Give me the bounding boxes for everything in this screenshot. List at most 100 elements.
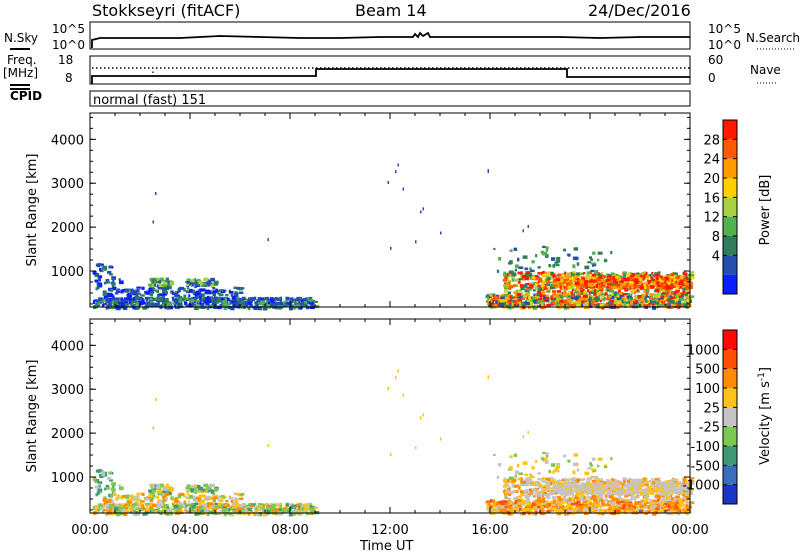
power-cell bbox=[165, 291, 168, 294]
power-cell bbox=[223, 302, 228, 305]
power-cell bbox=[541, 283, 544, 286]
power-cell bbox=[148, 284, 152, 287]
power-cell bbox=[677, 298, 679, 300]
power-cell bbox=[650, 285, 654, 288]
power-cell bbox=[548, 286, 550, 289]
power-cell bbox=[563, 292, 567, 296]
power-cell bbox=[676, 277, 681, 279]
power-cell bbox=[553, 295, 556, 298]
power-cell bbox=[535, 305, 537, 309]
power-cell bbox=[503, 273, 507, 276]
power-cell bbox=[533, 300, 536, 303]
power-cell bbox=[556, 264, 560, 266]
power-cell bbox=[624, 278, 627, 282]
power-cell bbox=[630, 291, 633, 294]
power-cell bbox=[546, 294, 550, 297]
power-cell bbox=[114, 297, 119, 300]
velocity-cell bbox=[130, 498, 134, 501]
power-cell bbox=[601, 295, 604, 298]
velocity-cell bbox=[107, 477, 111, 480]
power-cell bbox=[690, 276, 695, 279]
velocity-cell bbox=[487, 506, 489, 508]
power-cell bbox=[670, 276, 675, 279]
velocity-cell bbox=[166, 484, 169, 487]
velocity-cell bbox=[526, 498, 529, 502]
power-cell bbox=[494, 296, 496, 299]
velocity-cell bbox=[247, 508, 251, 511]
power-cell bbox=[583, 298, 588, 301]
colorbar-segment bbox=[723, 139, 737, 158]
velocity-cell bbox=[677, 504, 679, 506]
velocity-cell bbox=[513, 491, 517, 493]
velocity-cell bbox=[637, 496, 640, 498]
velocity-cell bbox=[567, 504, 571, 506]
velocity-cell bbox=[533, 495, 536, 497]
power-cell bbox=[225, 294, 228, 296]
power-cell bbox=[158, 287, 162, 289]
power-cell bbox=[174, 293, 178, 297]
power-cell bbox=[498, 257, 501, 260]
power-speck bbox=[415, 240, 417, 243]
power-cell bbox=[548, 264, 551, 267]
power-cell bbox=[491, 298, 494, 300]
velocity-cell bbox=[103, 498, 108, 502]
velocity-cell bbox=[191, 485, 194, 488]
velocity-cell bbox=[546, 504, 549, 506]
power-cell bbox=[133, 290, 138, 294]
power-cell bbox=[654, 272, 659, 274]
power-cell bbox=[201, 288, 206, 291]
velocity-cell bbox=[271, 509, 273, 511]
velocity-cell bbox=[225, 500, 228, 502]
colorbar-segment bbox=[723, 255, 737, 274]
power-cell bbox=[686, 276, 688, 279]
velocity-cell bbox=[598, 501, 600, 504]
colorbar-segment bbox=[723, 120, 737, 139]
power-cell bbox=[520, 284, 524, 287]
power-cell bbox=[157, 302, 159, 306]
power-cell bbox=[119, 278, 121, 280]
power-cell bbox=[591, 288, 593, 291]
power-cell bbox=[646, 292, 648, 296]
power-cell bbox=[640, 286, 644, 289]
velocity-cell bbox=[202, 489, 205, 491]
power-cell bbox=[560, 285, 562, 289]
power-cell bbox=[518, 266, 523, 269]
power-cell bbox=[185, 281, 190, 283]
power-cell bbox=[642, 273, 644, 275]
colorbar-tick-label: 16 bbox=[703, 191, 720, 206]
power-cell bbox=[591, 277, 595, 279]
velocity-cell bbox=[559, 506, 563, 509]
velocity-cell bbox=[286, 503, 289, 506]
velocity-cell bbox=[564, 478, 566, 481]
power-cell bbox=[680, 286, 683, 289]
power-cell bbox=[119, 280, 124, 284]
freq-left-tick-bottom: 8 bbox=[65, 71, 73, 85]
velocity-cell bbox=[107, 501, 112, 503]
power-cell bbox=[643, 304, 647, 306]
velocity-cell bbox=[97, 508, 100, 511]
power-cell bbox=[509, 260, 513, 264]
velocity-cell bbox=[130, 495, 133, 499]
velocity-cell bbox=[486, 502, 489, 504]
power-cell bbox=[662, 278, 665, 280]
velocity-cell bbox=[636, 480, 640, 483]
velocity-cell bbox=[276, 508, 279, 510]
power-cell bbox=[218, 293, 220, 295]
noise-left-tick-bottom: 10^0 bbox=[52, 38, 85, 52]
velocity-cell bbox=[270, 505, 274, 508]
velocity-cell bbox=[136, 493, 141, 495]
power-cell bbox=[172, 297, 175, 299]
power-cell bbox=[599, 276, 601, 279]
velocity-cell bbox=[198, 487, 203, 490]
power-cell bbox=[93, 300, 95, 304]
velocity-cell bbox=[520, 490, 524, 493]
velocity-cell bbox=[137, 503, 139, 506]
power-cell bbox=[517, 293, 521, 296]
power-cell bbox=[152, 279, 154, 283]
power-cell bbox=[581, 284, 583, 287]
power-cell bbox=[542, 274, 546, 277]
power-cell bbox=[546, 280, 550, 284]
velocity-cell bbox=[152, 504, 156, 507]
power-cell bbox=[217, 299, 220, 302]
